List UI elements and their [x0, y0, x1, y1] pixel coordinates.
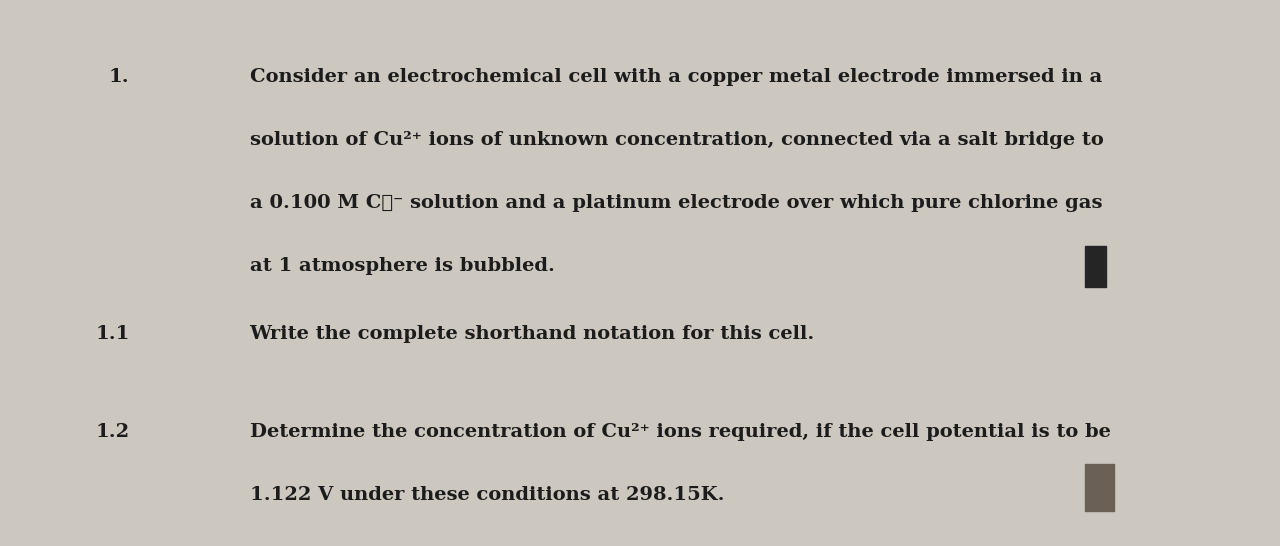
Text: at 1 atmosphere is bubbled.: at 1 atmosphere is bubbled.	[250, 257, 554, 275]
Text: 1.: 1.	[109, 68, 129, 86]
Text: 1.122 V under these conditions at 298.15K.: 1.122 V under these conditions at 298.15…	[250, 486, 724, 504]
Text: a 0.100 M Cℓ⁻ solution and a platinum electrode over which pure chlorine gas: a 0.100 M Cℓ⁻ solution and a platinum el…	[250, 194, 1102, 212]
Text: 1.1: 1.1	[96, 325, 131, 343]
Text: Consider an electrochemical cell with a copper metal electrode immersed in a: Consider an electrochemical cell with a …	[250, 68, 1102, 86]
Text: solution of Cu²⁺ ions of unknown concentration, connected via a salt bridge to: solution of Cu²⁺ ions of unknown concent…	[250, 131, 1103, 149]
Text: Write the complete shorthand notation for this cell.: Write the complete shorthand notation fo…	[250, 325, 815, 343]
Bar	[1085, 464, 1114, 511]
Text: 1.2: 1.2	[96, 423, 131, 441]
Text: Determine the concentration of Cu²⁺ ions required, if the cell potential is to b: Determine the concentration of Cu²⁺ ions…	[250, 423, 1111, 441]
Bar	[1085, 246, 1106, 287]
